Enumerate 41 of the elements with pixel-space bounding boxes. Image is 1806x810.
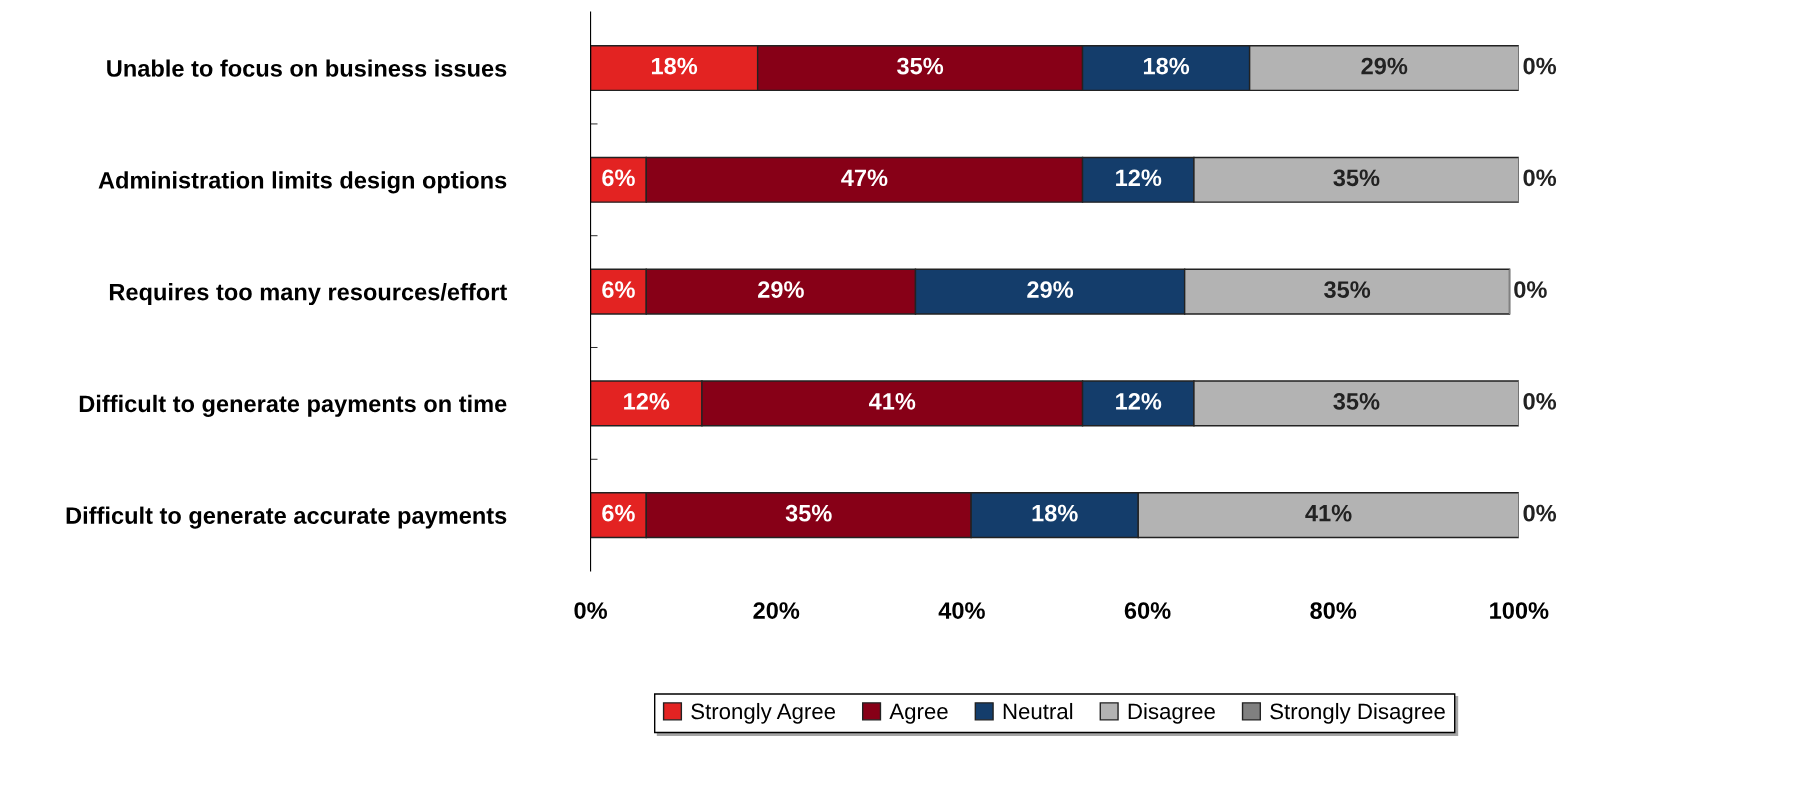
data-label: 29%	[1027, 281, 1074, 298]
y-tick-label: Requires too many resources/effort	[109, 283, 507, 306]
data-label: 35%	[1333, 169, 1380, 187]
y-tick-label: Difficult to generate payments on time	[79, 394, 507, 417]
legend-label: Disagree	[1128, 702, 1215, 724]
x-tick-label: 40%	[938, 602, 985, 619]
legend-label: Strongly Agree	[691, 702, 836, 724]
legend-label: Agree	[889, 703, 948, 724]
data-label: 12%	[624, 393, 670, 410]
x-tick-label: 100%	[1490, 602, 1549, 619]
data-label: 35%	[1333, 393, 1380, 410]
data-label: 6%	[602, 281, 635, 298]
data-label: 12%	[1116, 169, 1162, 187]
data-label: 41%	[868, 393, 916, 410]
data-label: 18%	[1032, 504, 1078, 522]
x-tick-label: 60%	[1124, 602, 1171, 619]
legend-label: Neutral	[1003, 702, 1073, 720]
data-label: 0%	[1523, 504, 1557, 522]
data-label: 0%	[1523, 57, 1557, 75]
data-label: 35%	[897, 57, 944, 75]
x-tick-label: 0%	[574, 602, 607, 619]
data-label: 0%	[1523, 169, 1557, 187]
x-tick-label: 80%	[1310, 602, 1357, 619]
data-label: 6%	[602, 504, 635, 522]
data-label: 29%	[1361, 57, 1408, 75]
x-tick-label: 20%	[753, 602, 800, 619]
data-label: 18%	[1143, 57, 1190, 75]
data-label: 0%	[1523, 393, 1557, 410]
data-label: 35%	[785, 504, 832, 522]
data-label: 12%	[1116, 393, 1162, 410]
data-label: 6%	[602, 169, 635, 187]
legend-label: Strongly Disagree	[1270, 702, 1445, 724]
data-label: 35%	[1324, 281, 1371, 298]
data-label: 29%	[758, 281, 804, 298]
y-tick-label: Unable to focus on business issues	[107, 59, 507, 77]
data-label: 47%	[841, 169, 888, 187]
y-tick-label: Administration limits design options	[98, 171, 507, 194]
data-label: 0%	[1514, 281, 1547, 298]
data-label: 18%	[651, 57, 698, 75]
y-tick-label: Difficult to generate accurate payments	[66, 506, 507, 529]
data-label: 41%	[1305, 504, 1352, 522]
